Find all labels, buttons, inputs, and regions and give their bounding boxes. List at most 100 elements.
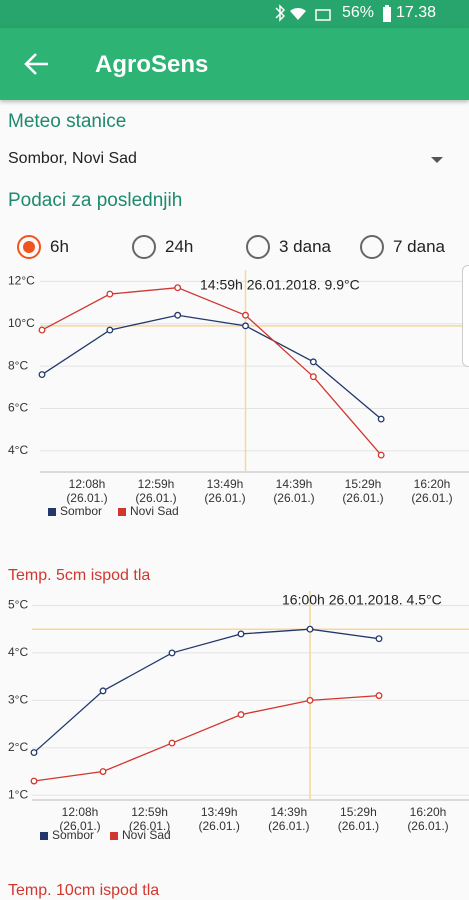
status-bar: 56% 17.38 (0, 0, 469, 28)
x-tick-label: 13:49h (26.01.) (199, 805, 240, 833)
scroll-handle (462, 265, 469, 367)
radio-button[interactable] (359, 234, 385, 260)
chart-title: Temp. 5cm ispod tla (8, 567, 150, 584)
chart-air: 4°C6°C8°C10°C12°C12:08h (26.01.)12:59h (26… (8, 270, 469, 518)
x-tick-label: 14:39h (26.01.) (268, 805, 309, 833)
data-point (377, 415, 385, 423)
battery-text: 56% (342, 4, 375, 21)
x-tick-line: (26.01.) (268, 819, 309, 833)
data-point (377, 451, 385, 459)
legend-label: Novi Sad (122, 828, 171, 842)
battery-icon (383, 5, 391, 22)
radio-button[interactable] (16, 234, 42, 260)
y-tick-label: 8°C (8, 358, 28, 372)
station-dropdown[interactable]: Sombor, Novi Sad (8, 150, 137, 167)
x-tick-label: 13:49h (26.01.) (204, 477, 245, 505)
x-tick-line: 16:20h (410, 805, 447, 819)
y-tick-label: 4°C (8, 443, 28, 457)
data-point (99, 768, 107, 775)
x-tick-label: 15:29h (26.01.) (342, 477, 383, 505)
x-tick-label: 12:59h (26.01.) (135, 477, 176, 505)
legend-swatch (40, 832, 48, 840)
data-point (174, 284, 182, 292)
y-tick-label: 3°C (8, 693, 28, 707)
radio-ring (132, 235, 156, 259)
x-tick-line: 12:59h (138, 477, 175, 491)
y-tick-label: 5°C (8, 598, 28, 612)
legend-label: Sombor (60, 504, 102, 518)
x-tick-label: 14:39h (26.01.) (273, 477, 314, 505)
x-tick-line: 16:20h (414, 477, 451, 491)
x-tick-line: 13:49h (201, 805, 238, 819)
radio-ring (246, 235, 270, 259)
data-point (99, 687, 107, 695)
data-point (30, 777, 38, 785)
section-title: Temp. 10cm ispod tla (8, 882, 160, 899)
radio-ring (360, 235, 384, 259)
x-tick-line: (26.01.) (66, 491, 107, 505)
x-tick-line: (26.01.) (199, 819, 240, 833)
radio-label[interactable]: 24h (165, 237, 194, 256)
status-icons (275, 4, 331, 22)
radio-button[interactable] (245, 234, 271, 260)
data-point (106, 326, 114, 334)
y-tick-label: 10°C (8, 316, 35, 330)
data-point (375, 692, 383, 700)
data-point (375, 635, 383, 643)
data-point (174, 311, 182, 319)
series-line (33, 694, 380, 782)
legend-swatch (110, 832, 118, 840)
back-button[interactable] (24, 52, 50, 76)
x-tick-line: 15:29h (345, 477, 382, 491)
period-label: Podaci za poslednjih (8, 190, 183, 211)
legend-label: Sombor (52, 828, 94, 842)
x-tick-line: 14:39h (270, 805, 307, 819)
x-tick-label: 16:20h (26.01.) (411, 477, 452, 505)
x-tick-label: 15:29h (26.01.) (338, 805, 379, 833)
x-tick-line: 12:59h (131, 805, 168, 819)
x-tick-line: 12:08h (69, 477, 106, 491)
dropdown-arrow[interactable] (430, 155, 444, 165)
data-point (309, 373, 317, 381)
crosshair-label: 14:59h 26.01.2018. 9.9°C (200, 277, 360, 293)
clock: 17.38 (396, 4, 437, 21)
x-tick-line: (26.01.) (135, 491, 176, 505)
data-point (237, 711, 245, 719)
data-point (38, 371, 46, 379)
data-point (237, 630, 245, 638)
x-tick-label: 16:20h (26.01.) (407, 805, 448, 833)
radio-label[interactable]: 6h (50, 237, 69, 256)
x-tick-line: 13:49h (207, 477, 244, 491)
legend-swatch (48, 508, 56, 516)
data-point (242, 322, 249, 330)
y-tick-label: 2°C (8, 740, 28, 754)
data-point (106, 290, 114, 298)
crosshair-label: 16:00h 26.01.2018. 4.5°C (282, 592, 442, 608)
data-point (242, 311, 249, 319)
app-bar: AgroSens (0, 28, 469, 100)
radio-label[interactable]: 3 dana (279, 237, 331, 256)
x-tick-line: (26.01.) (129, 819, 170, 833)
data-point (168, 649, 176, 657)
series-line (33, 628, 380, 754)
series-line (41, 287, 382, 456)
data-point (309, 358, 317, 366)
x-tick-line: 15:29h (340, 805, 377, 819)
data-point (306, 625, 314, 633)
data-point (306, 696, 314, 704)
y-tick-label: 4°C (8, 645, 28, 659)
radio-label[interactable]: 7 dana (393, 237, 445, 256)
x-tick-label: 12:08h (26.01.) (66, 477, 107, 505)
x-tick-line: (26.01.) (342, 491, 383, 505)
x-tick-label: 12:08h (26.01.) (59, 805, 100, 833)
app-title: AgroSens (95, 51, 209, 78)
x-tick-line: (26.01.) (204, 491, 245, 505)
y-tick-label: 1°C (8, 787, 28, 801)
legend-swatch (118, 508, 126, 516)
radio-button[interactable] (131, 234, 157, 260)
y-tick-label: 6°C (8, 401, 28, 415)
stations-label: Meteo stanice (8, 111, 127, 132)
data-point (38, 326, 46, 334)
radio-dot (23, 241, 35, 253)
